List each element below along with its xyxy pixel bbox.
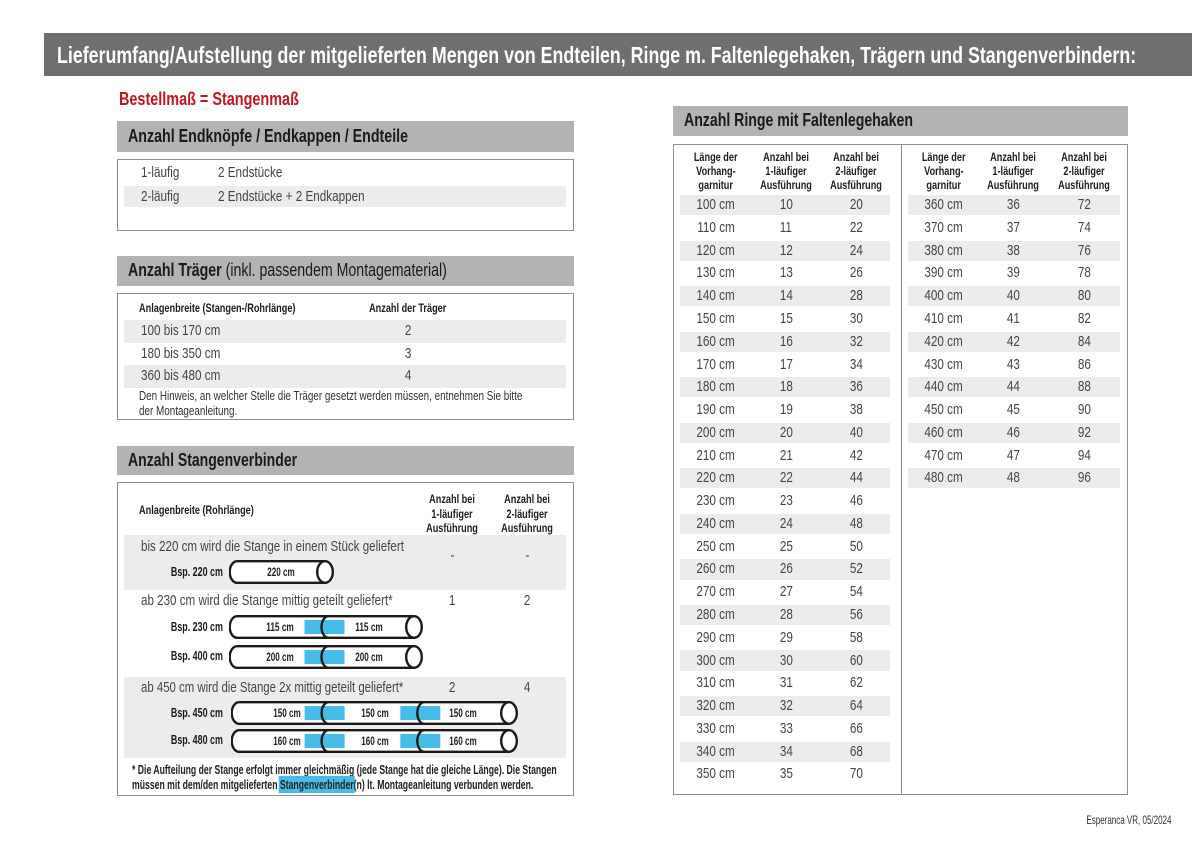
svg-text:150 cm: 150 cm (273, 706, 301, 720)
svg-text:220 cm: 220 cm (267, 565, 295, 579)
svg-text:115 cm: 115 cm (355, 620, 383, 634)
svg-text:160 cm: 160 cm (273, 734, 301, 748)
svg-text:150 cm: 150 cm (361, 706, 389, 720)
svg-text:200 cm: 200 cm (355, 650, 383, 664)
svg-text:115 cm: 115 cm (266, 620, 294, 634)
svg-text:200 cm: 200 cm (266, 650, 294, 664)
svg-text:160 cm: 160 cm (361, 734, 389, 748)
svg-text:150 cm: 150 cm (449, 706, 477, 720)
svg-text:160 cm: 160 cm (449, 734, 477, 748)
